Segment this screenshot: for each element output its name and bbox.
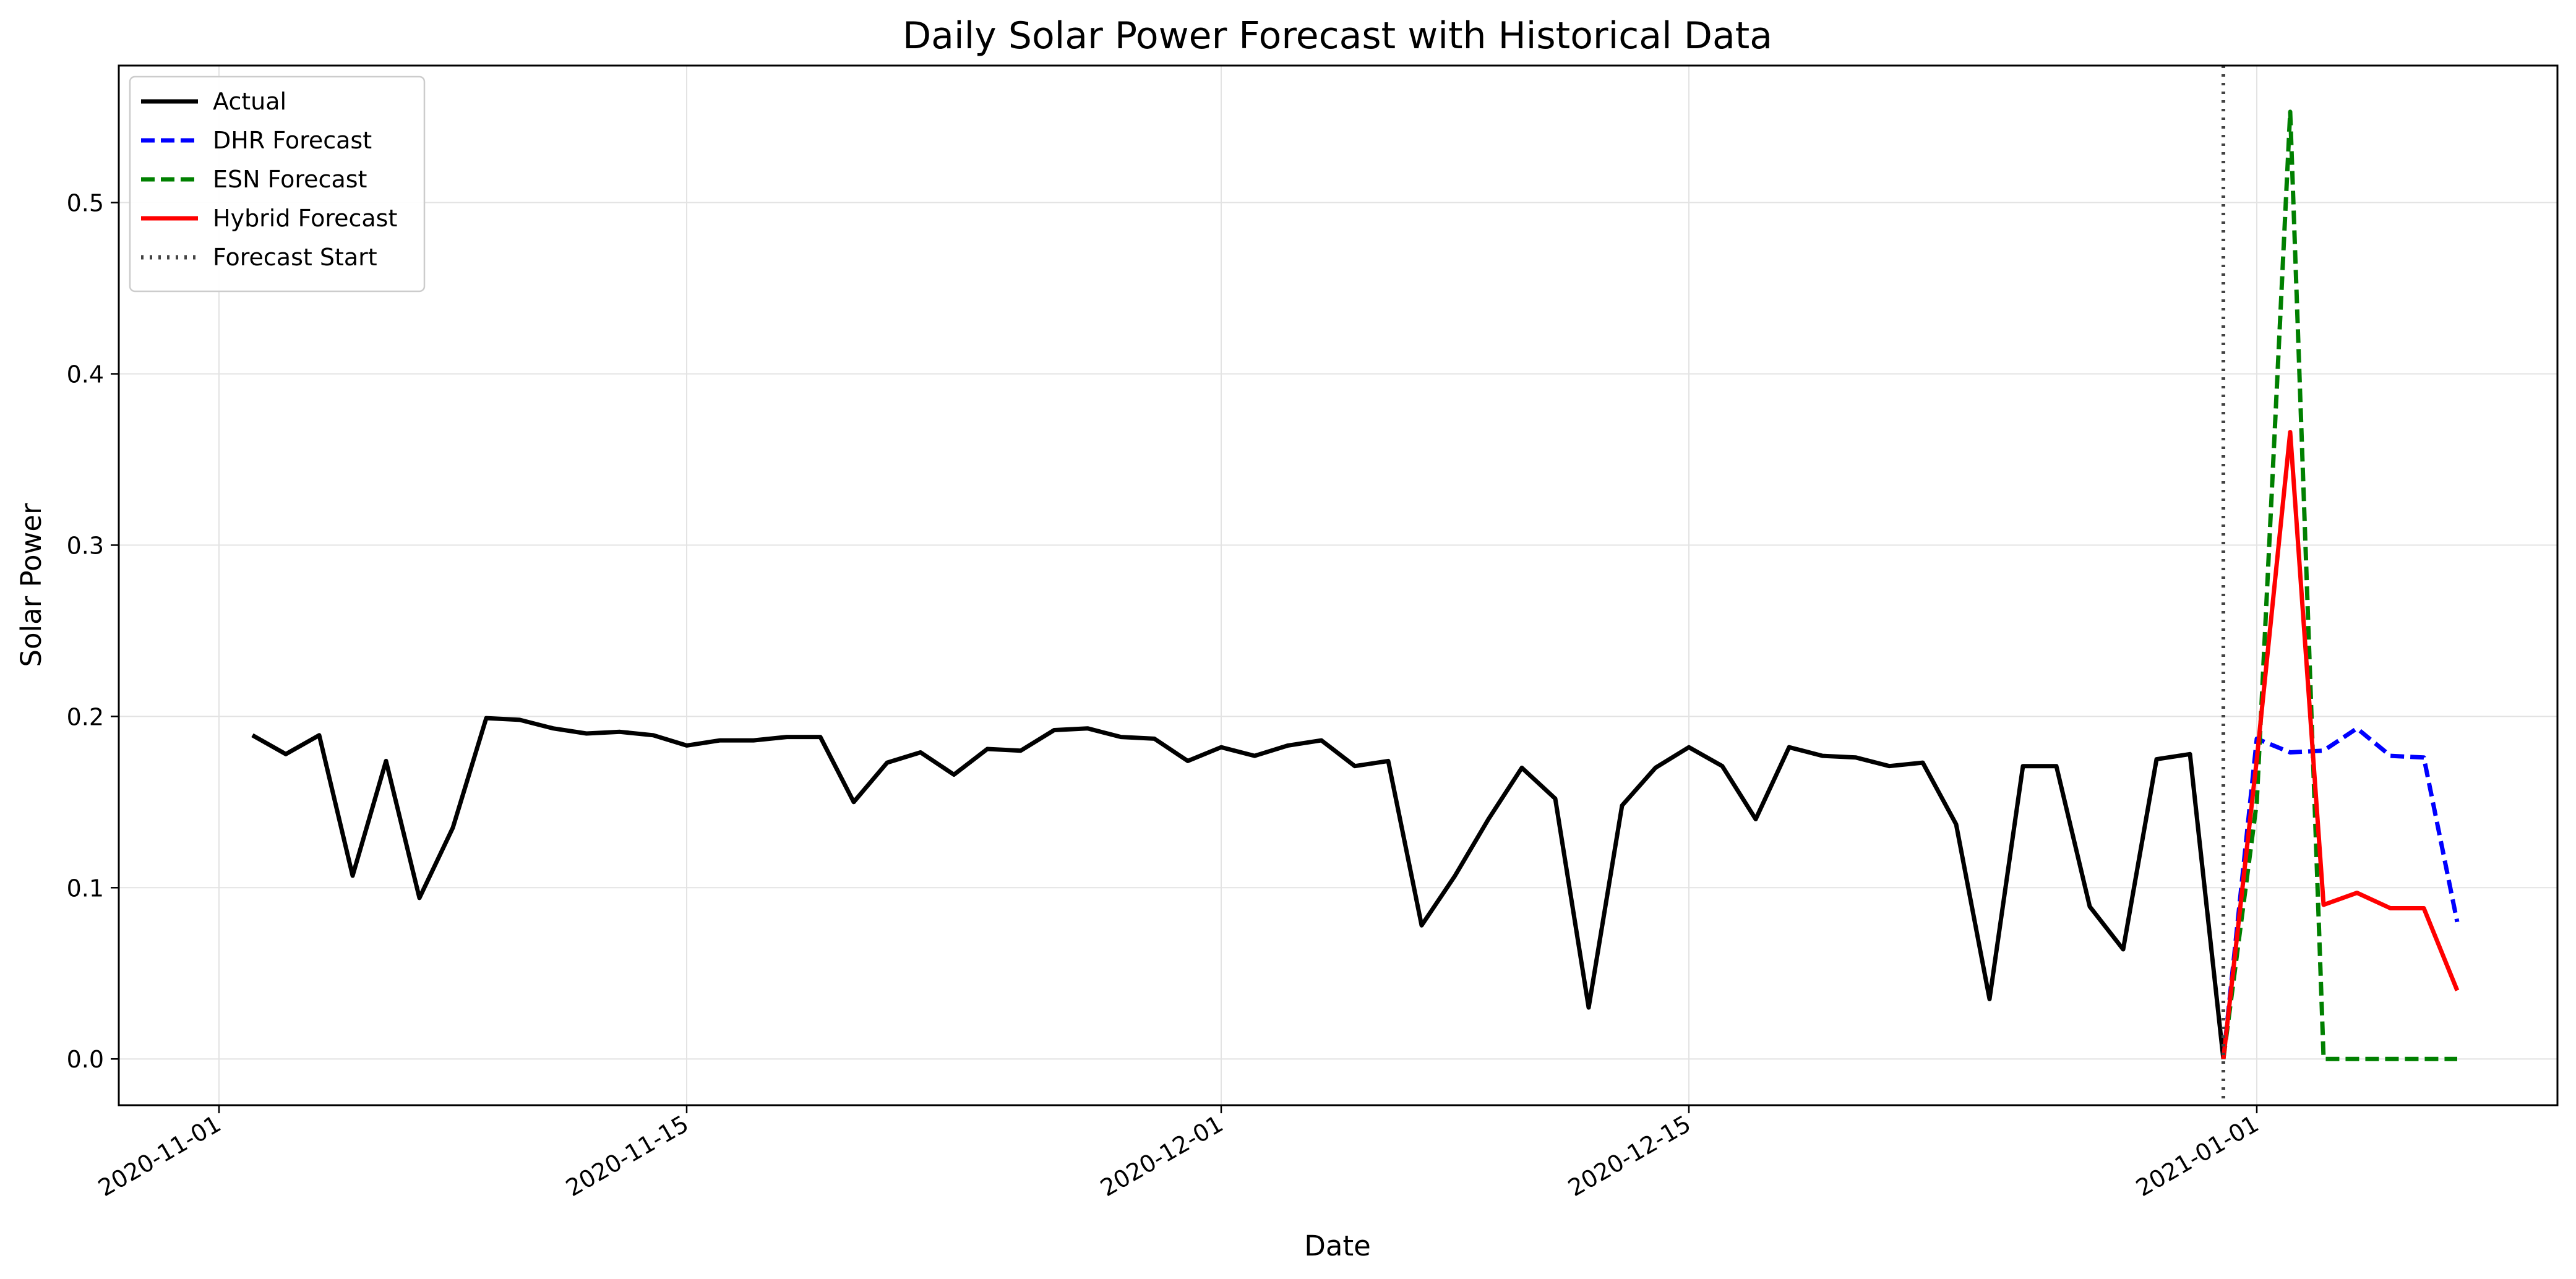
y-tick-label: 0.4: [67, 361, 104, 388]
plot-frame: [118, 64, 2559, 1106]
legend-box: [129, 75, 426, 293]
legend: Actual DHR Forecast ESN Forecast Hybrid For…: [129, 75, 426, 293]
y-tick-label: 0.2: [67, 703, 104, 730]
chart-title: Daily Solar Power Forecast with Historic…: [903, 14, 1772, 58]
y-tick-label: 0.0: [67, 1046, 104, 1073]
series-line-esn-forecast: [2221, 109, 2457, 1061]
grid: [119, 66, 2557, 1105]
y-tick-label: 0.3: [67, 532, 104, 559]
series-layer: [251, 66, 2460, 1105]
y-axis-label: Solar Power: [15, 503, 48, 667]
legend-label: Hybrid Forecast: [213, 205, 397, 232]
x-axis-label: Date: [1304, 1230, 1371, 1262]
series-line-hybrid-forecast: [2221, 430, 2460, 1059]
legend-label: Actual: [213, 88, 286, 115]
series-line-dhr-forecast: [2221, 726, 2460, 1059]
legend-label: ESN Forecast: [213, 166, 367, 193]
series-line-actual: [251, 716, 2226, 1059]
legend-label: DHR Forecast: [213, 127, 372, 154]
legend-label: Forecast Start: [213, 244, 377, 271]
y-tick-label: 0.5: [67, 190, 104, 217]
y-tick-label: 0.1: [67, 875, 104, 902]
